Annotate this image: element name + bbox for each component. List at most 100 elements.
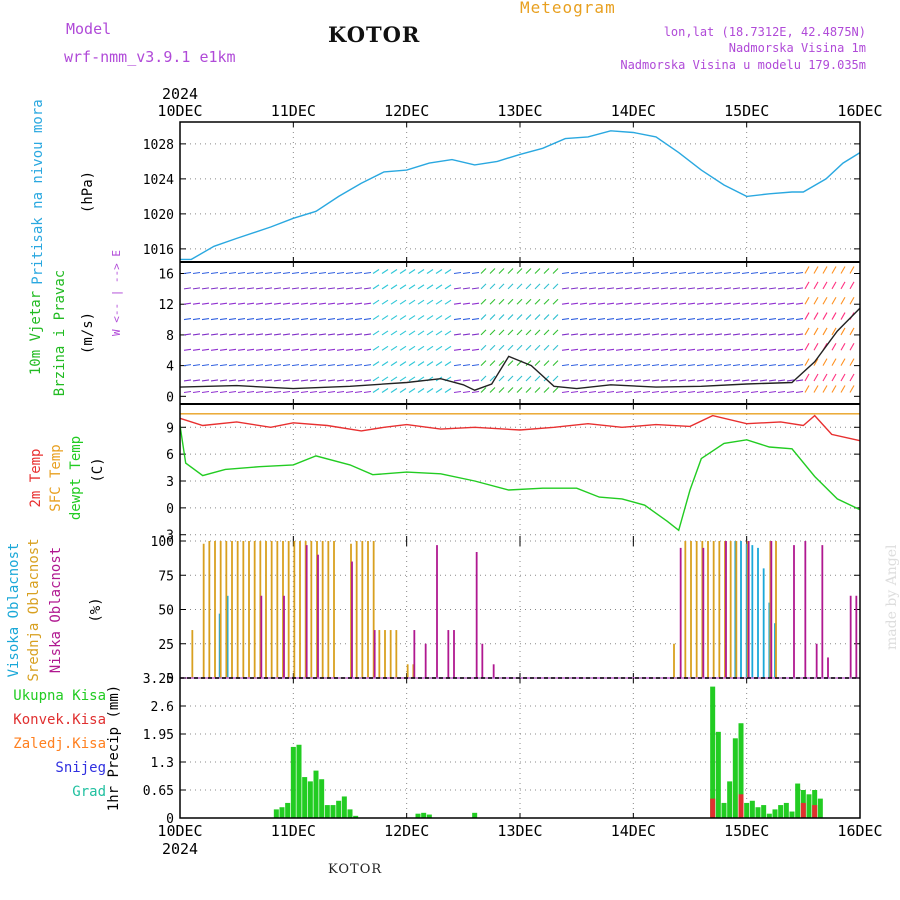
wind-barb [453, 271, 462, 275]
page-title: KOTOR [328, 22, 421, 47]
wind-barb [705, 379, 714, 382]
wind-barb [237, 390, 246, 394]
wind-barb [210, 364, 219, 367]
wind-barb [831, 281, 837, 290]
wind-barb [750, 379, 759, 382]
precip-bar [806, 794, 812, 818]
wind-barb [318, 364, 327, 367]
precip-bar [744, 802, 750, 818]
wind-barb [579, 318, 588, 321]
precip-bar [749, 800, 755, 818]
wind-barb [462, 318, 471, 321]
temp-axis-title-3: dewpt Temp [68, 436, 84, 520]
wind-barb [642, 287, 651, 290]
wind-barb [687, 302, 696, 305]
wind-barb [408, 269, 416, 274]
precip-bar [341, 796, 347, 818]
wind-barb [669, 364, 678, 367]
wind-barb [327, 379, 336, 382]
wind-barb [372, 376, 380, 382]
wind-barb [354, 302, 363, 305]
wind-barb [264, 318, 273, 321]
wind-barb [426, 345, 434, 351]
wind-barb [516, 298, 523, 305]
wind-speed-line [179, 307, 861, 391]
wind-barb [390, 361, 398, 367]
wind-barb [696, 287, 705, 290]
wind-barb [417, 345, 425, 351]
wind-barb [408, 361, 416, 367]
wind-barb [723, 271, 732, 275]
wind-barb [714, 333, 723, 336]
wind-barb [840, 342, 846, 351]
wind-barb [327, 271, 336, 275]
wind-barb [300, 379, 309, 382]
wind-barb [219, 364, 228, 367]
wind-barb [579, 348, 588, 351]
wind-barb [849, 266, 855, 274]
wind-barb [345, 364, 354, 367]
wind-barb [831, 266, 837, 274]
wind-barb [255, 333, 264, 336]
wind-barb [228, 364, 237, 367]
wind-barb [831, 312, 837, 320]
wind-barb [390, 388, 398, 393]
wind-barb [813, 385, 819, 393]
wind-barb [723, 318, 732, 321]
wind-barb [597, 271, 606, 275]
panel-temperature: -3 0 3 6 9 [158, 404, 861, 544]
wind-barb [345, 333, 354, 336]
wind-barb [678, 271, 687, 275]
wind-barb [534, 344, 541, 351]
wind-barb [822, 266, 828, 274]
wind-barb [768, 318, 777, 321]
wind-barb [813, 342, 819, 351]
wind-barb [255, 379, 264, 382]
wind-barb [336, 318, 345, 321]
wind-barb [273, 348, 282, 351]
wind-barb [777, 271, 786, 275]
wind-barb [786, 287, 795, 290]
x-year-bottom: 2024 [162, 840, 198, 858]
wind-barb [246, 390, 255, 394]
wind-barb [291, 302, 300, 305]
pressure-line [180, 130, 861, 261]
wind-barb [381, 284, 389, 290]
wind-barb [552, 298, 559, 305]
wind-barb [624, 302, 633, 305]
wind-barb [804, 327, 810, 336]
wind-barb [273, 379, 282, 382]
wind-barb [795, 271, 804, 275]
wind-barb [291, 364, 300, 367]
panel-clouds: 0 25 50 75 100 [151, 535, 861, 687]
wind-barb [696, 348, 705, 351]
wind-barb [183, 318, 192, 321]
wind-barb [309, 390, 318, 394]
model-label: Model [66, 20, 112, 38]
wind-barb [597, 318, 606, 321]
wind-barb [831, 327, 837, 336]
wind-barb [768, 302, 777, 305]
wind-barb [777, 318, 786, 321]
wind-barb [615, 379, 624, 382]
wind-barb [201, 364, 210, 367]
wind-barb [741, 287, 750, 290]
wind-barb [210, 318, 219, 321]
wind-barb [606, 302, 615, 305]
y-tick-label: 2.6 [151, 700, 174, 715]
wind-barb [624, 379, 633, 382]
precip-bar [778, 805, 784, 818]
wind-barb [255, 390, 264, 394]
wind-barb [705, 333, 714, 336]
wind-barb [588, 390, 597, 394]
wind-barb [489, 387, 496, 393]
wind-barb [831, 358, 837, 366]
wind-barb [732, 287, 741, 290]
wind-barb [444, 269, 452, 274]
wind-barb [462, 348, 471, 351]
wind-barb [282, 287, 291, 290]
wind-barb [363, 390, 372, 394]
wind-barb [408, 330, 416, 336]
wind-barb [534, 283, 541, 290]
wind-barb [318, 318, 327, 321]
